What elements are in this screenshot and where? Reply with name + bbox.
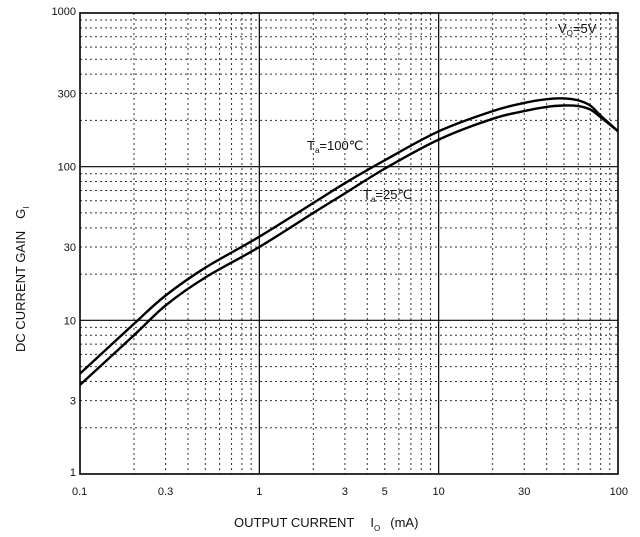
- condition-symbol: V: [558, 21, 567, 36]
- major-grid: [80, 13, 618, 474]
- series-label-100c-symbol: T: [307, 138, 315, 153]
- x-tick-label: 0.3: [158, 486, 173, 498]
- x-axis-title-subscript: O: [374, 524, 380, 533]
- x-axis-title-symbol: I: [370, 515, 374, 530]
- y-tick-labels: 1 3 10 30 100 300 1000: [52, 6, 76, 479]
- series-label-100c: Ta=100℃: [307, 138, 363, 155]
- series-label-100c-subscript: a: [315, 146, 320, 155]
- condition-value: =5V: [573, 21, 597, 36]
- series-label-25c: Ta=25℃: [363, 187, 412, 204]
- y-tick-label: 1000: [52, 6, 76, 18]
- x-tick-label: 100: [610, 486, 628, 498]
- plot-area: [80, 13, 618, 474]
- condition-subscript: O: [567, 29, 573, 38]
- x-tick-label: 10: [433, 486, 445, 498]
- series-label-100c-value: =100℃: [319, 138, 363, 153]
- x-axis-title-unit: (mA): [390, 515, 418, 530]
- y-tick-label: 100: [58, 162, 76, 174]
- x-axis-title: OUTPUT CURRENT IO (mA): [234, 515, 418, 533]
- x-tick-label: 3: [342, 486, 348, 498]
- x-axis-title-main: OUTPUT CURRENT: [234, 515, 354, 530]
- series-line-100c: [79, 97, 619, 375]
- y-axis-title: DC CURRENT GAIN GI: [13, 207, 31, 352]
- y-tick-label: 300: [58, 88, 76, 100]
- y-axis-title-symbol: G: [13, 209, 28, 219]
- plot-frame: [79, 12, 619, 475]
- condition-label: VO=5V: [558, 21, 597, 38]
- y-axis-title-subscript: I: [22, 207, 31, 209]
- y-tick-label: 3: [70, 396, 76, 408]
- x-tick-label: 30: [518, 486, 530, 498]
- series-layer: [79, 97, 619, 386]
- y-tick-label: 10: [64, 315, 76, 327]
- series-line-25c: [79, 104, 619, 386]
- x-tick-labels: 0.1 0.3 1 3 5 10 30 100: [72, 486, 628, 498]
- x-tick-label: 1: [256, 486, 262, 498]
- y-axis-title-main: DC CURRENT GAIN: [13, 231, 28, 352]
- minor-grid: [80, 13, 618, 474]
- x-tick-label: 5: [382, 486, 388, 498]
- series-label-25c-symbol: T: [363, 187, 371, 202]
- y-tick-label: 1: [70, 467, 76, 479]
- series-label-25c-value: =25℃: [375, 187, 412, 202]
- x-tick-label: 0.1: [72, 486, 87, 498]
- series-label-25c-subscript: a: [371, 195, 376, 204]
- y-tick-label: 30: [64, 242, 76, 254]
